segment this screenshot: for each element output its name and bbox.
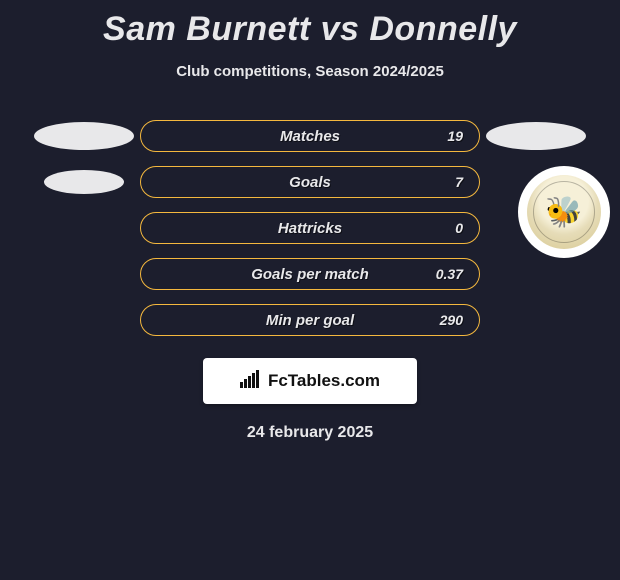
right-player-badge <box>480 122 592 150</box>
placeholder-ellipse-icon <box>34 122 134 150</box>
left-player-badge <box>28 170 140 194</box>
stat-label: Hattricks <box>141 220 479 237</box>
stat-label: Min per goal <box>141 312 479 329</box>
placeholder-ellipse-icon <box>44 170 124 194</box>
stat-bar: Min per goal 290 <box>140 304 480 336</box>
stat-label: Goals per match <box>141 266 479 283</box>
stat-bar: Goals 7 <box>140 166 480 198</box>
left-player-badge <box>28 122 140 150</box>
chart-icon <box>240 370 262 392</box>
stat-row: Matches 19 <box>0 120 620 152</box>
brand-badge[interactable]: FcTables.com <box>203 358 417 404</box>
placeholder-ellipse-icon <box>486 122 586 150</box>
stat-row: Goals per match 0.37 <box>0 258 620 290</box>
brand-text: FcTables.com <box>268 371 380 391</box>
wasp-icon: 🐝 <box>545 195 582 230</box>
stat-bar: Goals per match 0.37 <box>140 258 480 290</box>
club-crest-right: 🐝 <box>518 166 610 258</box>
stats-area: Matches 19 Goals 7 Hattricks 0 Goals per… <box>0 120 620 336</box>
stat-bar: Hattricks 0 <box>140 212 480 244</box>
stat-row: Min per goal 290 <box>0 304 620 336</box>
date-label: 24 february 2025 <box>0 424 620 442</box>
page-title: Sam Burnett vs Donnelly <box>0 0 620 49</box>
stat-bar: Matches 19 <box>140 120 480 152</box>
stat-label: Goals <box>141 174 479 191</box>
stat-label: Matches <box>141 128 479 145</box>
page-subtitle: Club competitions, Season 2024/2025 <box>0 63 620 80</box>
crest-icon: 🐝 <box>527 175 601 249</box>
